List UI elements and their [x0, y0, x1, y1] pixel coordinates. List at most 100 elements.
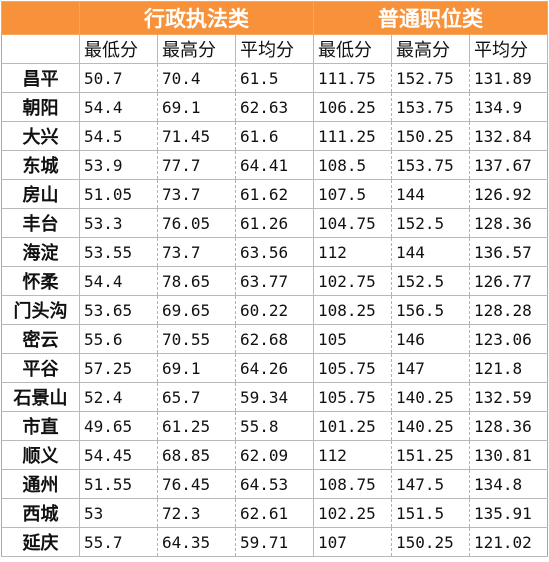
admin-min-cell: 51.55: [79, 469, 158, 499]
general-avg-cell: 132.84: [469, 121, 549, 151]
admin-min-cell: 54.5: [79, 121, 158, 151]
admin-min-cell: 57.25: [79, 353, 158, 383]
district-cell: 东城: [1, 150, 80, 180]
district-cell: 顺义: [1, 440, 80, 470]
admin-avg-cell: 61.5: [234, 63, 315, 93]
admin-avg-cell: 64.53: [234, 469, 315, 499]
general-min-cell: 106.25: [313, 92, 393, 122]
admin-min-cell: 55.7: [79, 527, 158, 557]
general-min-cell: 107.5: [313, 179, 393, 209]
district-cell: 怀柔: [1, 266, 80, 296]
table-row: 通州 51.55 76.45 64.53 108.75 147.5 134.8: [1, 469, 549, 499]
general-min-cell: 105.75: [313, 353, 393, 383]
district-cell: 西城: [1, 498, 80, 528]
table-row: 东城 53.9 77.7 64.41 108.5 153.75 137.67: [1, 150, 549, 180]
admin-max-header: 最高分: [157, 34, 236, 64]
district-cell: 市直: [1, 411, 80, 441]
general-avg-cell: 126.92: [469, 179, 549, 209]
admin-max-cell: 71.45: [157, 121, 236, 151]
admin-max-cell: 78.65: [157, 266, 236, 296]
corner-cell: [1, 1, 80, 35]
general-avg-cell: 137.67: [469, 150, 549, 180]
general-max-cell: 140.25: [391, 411, 471, 441]
admin-max-cell: 64.35: [157, 527, 236, 557]
table-row: 石景山 52.4 65.7 59.34 105.75 140.25 132.59: [1, 382, 549, 412]
table-row: 市直 49.65 61.25 55.8 101.25 140.25 128.36: [1, 411, 549, 441]
general-max-cell: 152.75: [391, 63, 471, 93]
table-row: 密云 55.6 70.55 62.68 105 146 123.06: [1, 324, 549, 354]
table-row: 房山 51.05 73.7 61.62 107.5 144 126.92: [1, 179, 549, 209]
admin-min-cell: 54.45: [79, 440, 158, 470]
district-cell: 平谷: [1, 353, 80, 383]
admin-min-header: 最低分: [79, 34, 158, 64]
table-row: 门头沟 53.65 69.65 60.22 108.25 156.5 128.28: [1, 295, 549, 325]
general-max-cell: 146: [391, 324, 471, 354]
general-avg-cell: 132.59: [469, 382, 549, 412]
general-avg-cell: 121.02: [469, 527, 549, 557]
general-min-cell: 112: [313, 237, 393, 267]
general-avg-cell: 131.89: [469, 63, 549, 93]
general-avg-cell: 128.36: [469, 208, 549, 238]
admin-avg-cell: 62.61: [234, 498, 315, 528]
admin-avg-header: 平均分: [234, 34, 315, 64]
table-row: 怀柔 54.4 78.65 63.77 102.75 152.5 126.77: [1, 266, 549, 296]
district-cell: 昌平: [1, 63, 80, 93]
general-min-cell: 105.75: [313, 382, 393, 412]
table-row: 延庆 55.7 64.35 59.71 107 150.25 121.02: [1, 527, 549, 557]
general-avg-cell: 130.81: [469, 440, 549, 470]
group-header-admin: 行政执法类: [78, 1, 315, 35]
general-max-cell: 150.25: [391, 527, 471, 557]
admin-max-cell: 69.65: [157, 295, 236, 325]
admin-avg-cell: 62.68: [234, 324, 315, 354]
general-max-cell: 151.25: [391, 440, 471, 470]
admin-min-cell: 53.9: [79, 150, 158, 180]
admin-max-cell: 76.05: [157, 208, 236, 238]
admin-min-cell: 53.55: [79, 237, 158, 267]
general-avg-cell: 135.91: [469, 498, 549, 528]
general-min-cell: 102.25: [313, 498, 393, 528]
general-avg-cell: 136.57: [469, 237, 549, 267]
general-min-cell: 108.75: [313, 469, 393, 499]
admin-avg-cell: 63.77: [234, 266, 315, 296]
admin-avg-cell: 63.56: [234, 237, 315, 267]
admin-min-cell: 53.3: [79, 208, 158, 238]
general-min-cell: 108.25: [313, 295, 393, 325]
district-cell: 密云: [1, 324, 80, 354]
general-max-cell: 147.5: [391, 469, 471, 499]
admin-min-cell: 52.4: [79, 382, 158, 412]
district-cell: 海淀: [1, 237, 80, 267]
admin-avg-cell: 61.26: [234, 208, 315, 238]
table-row: 海淀 53.55 73.7 63.56 112 144 136.57: [1, 237, 549, 267]
table-row: 顺义 54.45 68.85 62.09 112 151.25 130.81: [1, 440, 549, 470]
admin-max-cell: 76.45: [157, 469, 236, 499]
admin-avg-cell: 64.26: [234, 353, 315, 383]
admin-max-cell: 61.25: [157, 411, 236, 441]
district-cell: 门头沟: [1, 295, 80, 325]
general-max-cell: 150.25: [391, 121, 471, 151]
general-min-cell: 101.25: [313, 411, 393, 441]
general-min-cell: 111.75: [313, 63, 393, 93]
admin-min-cell: 50.7: [79, 63, 158, 93]
admin-min-cell: 51.05: [79, 179, 158, 209]
general-max-cell: 152.5: [391, 208, 471, 238]
column-header-row: 最低分 最高分 平均分 最低分 最高分 平均分: [1, 34, 549, 64]
general-min-cell: 112: [313, 440, 393, 470]
general-max-header: 最高分: [391, 34, 471, 64]
general-avg-cell: 134.9: [469, 92, 549, 122]
admin-avg-cell: 55.8: [234, 411, 315, 441]
admin-avg-cell: 61.62: [234, 179, 315, 209]
general-min-cell: 107: [313, 527, 393, 557]
admin-min-cell: 55.6: [79, 324, 158, 354]
general-avg-cell: 128.36: [469, 411, 549, 441]
admin-max-cell: 77.7: [157, 150, 236, 180]
district-cell: 石景山: [1, 382, 80, 412]
admin-avg-cell: 64.41: [234, 150, 315, 180]
admin-avg-cell: 59.34: [234, 382, 315, 412]
admin-min-cell: 53.65: [79, 295, 158, 325]
admin-avg-cell: 62.09: [234, 440, 315, 470]
group-header-general: 普通职位类: [313, 1, 549, 35]
table-row: 西城 53 72.3 62.61 102.25 151.5 135.91: [1, 498, 549, 528]
general-avg-cell: 128.28: [469, 295, 549, 325]
general-avg-header: 平均分: [469, 34, 549, 64]
admin-avg-cell: 62.63: [234, 92, 315, 122]
